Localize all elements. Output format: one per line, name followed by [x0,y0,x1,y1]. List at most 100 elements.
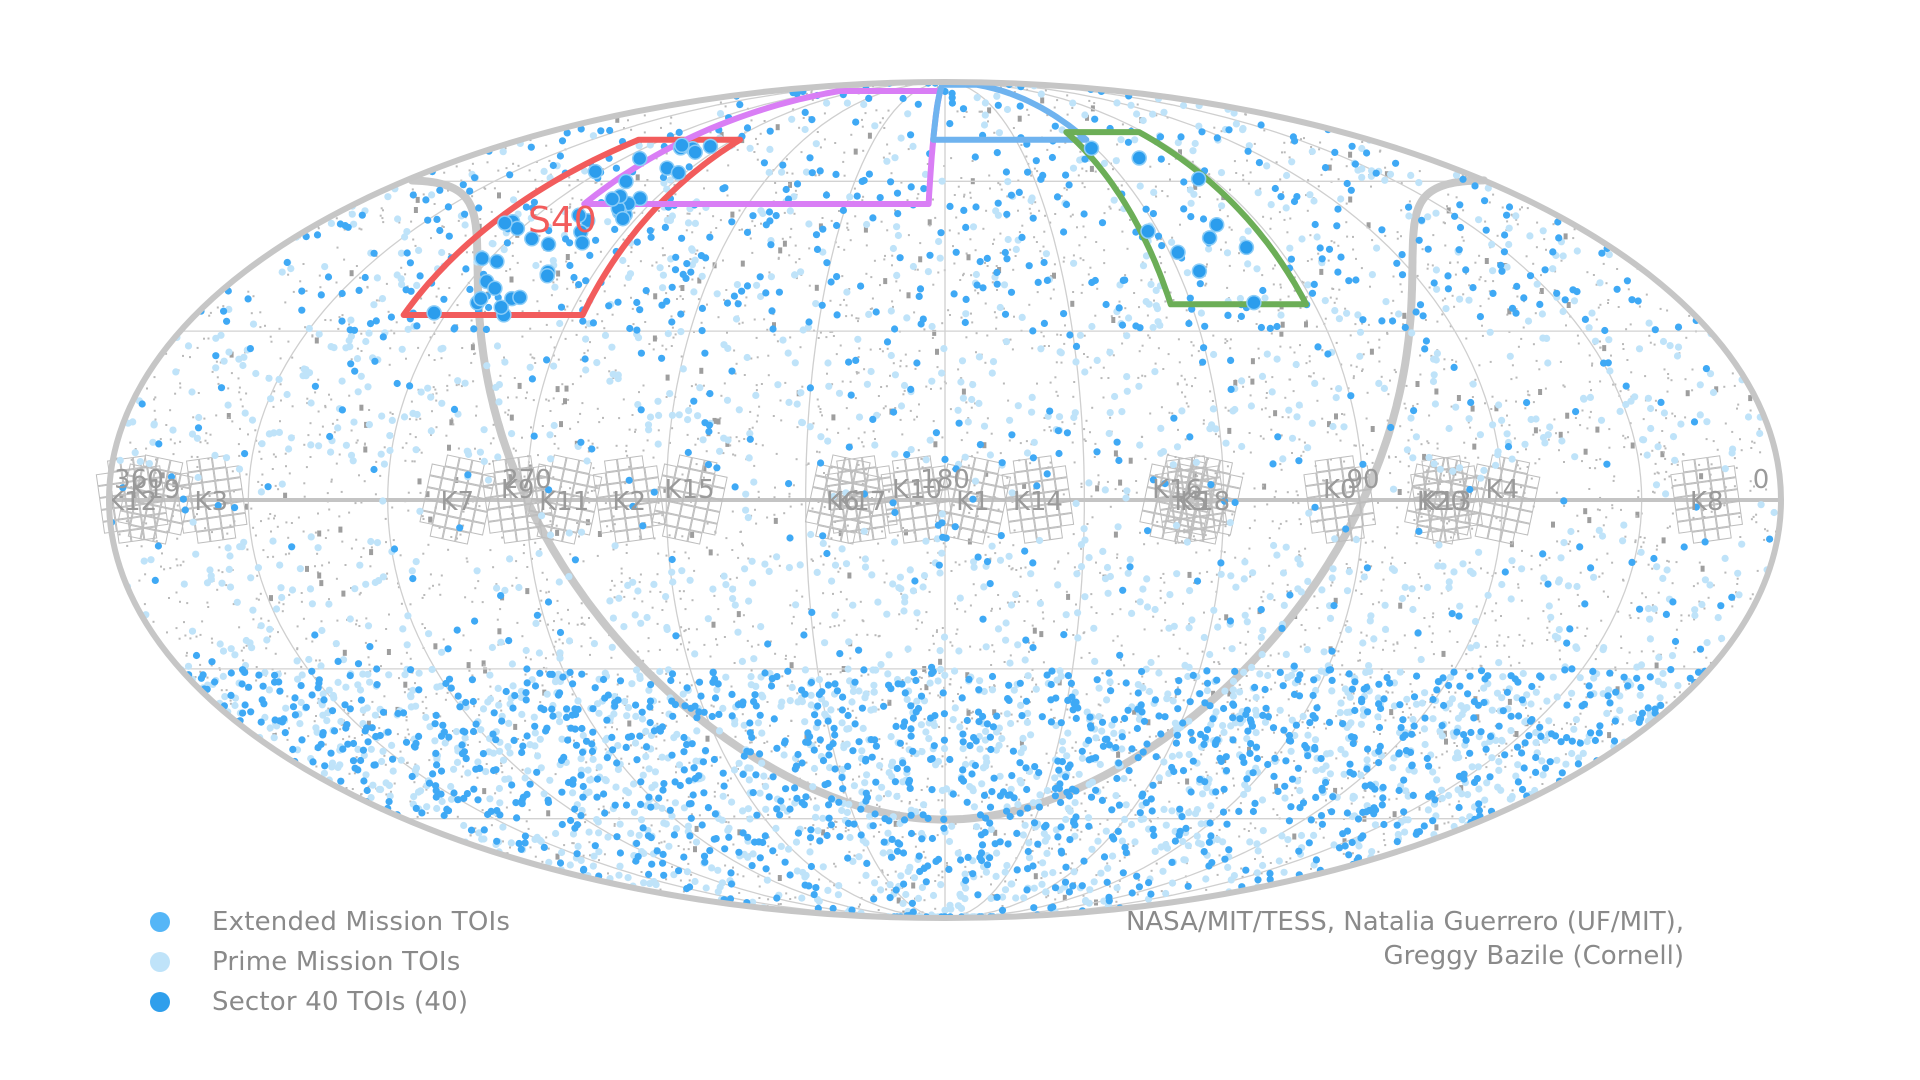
background-star [571,693,574,696]
background-star [733,815,736,818]
background-star [980,875,983,878]
background-star [1110,315,1113,318]
background-star [1013,315,1015,318]
background-star [740,260,745,267]
background-star [1410,428,1413,431]
background-star [1247,830,1250,832]
background-star [819,411,822,414]
background-star [1465,669,1468,672]
background-star [847,228,850,231]
background-star [918,349,921,352]
background-star [1211,690,1216,697]
background-star [858,347,861,350]
background-star [1339,673,1342,676]
background-star [775,124,780,131]
background-star [1072,291,1075,293]
background-star [1657,472,1660,475]
background-star [1321,349,1324,352]
background-star [610,656,613,659]
background-star [1484,258,1489,264]
background-star [613,584,616,587]
background-star [1215,573,1218,576]
background-star [468,169,471,172]
background-star [725,289,728,291]
background-star [1541,783,1544,785]
k2-ccd [444,454,460,469]
background-star [272,453,275,456]
background-star [1664,457,1667,460]
background-star [1563,461,1565,463]
background-star [954,561,957,564]
background-star [1293,760,1296,762]
background-star [829,626,832,629]
background-star [886,229,889,232]
background-star [1023,620,1026,622]
background-star [1588,380,1591,383]
background-star [759,132,762,135]
background-star [1342,838,1347,845]
background-star [716,643,719,646]
background-star [545,836,548,839]
background-star [798,126,801,129]
background-star [1598,575,1601,578]
background-star [1438,483,1441,485]
background-star [1087,273,1090,276]
background-star [1478,689,1480,692]
background-star [327,707,330,710]
background-star [397,582,399,585]
background-star [1288,378,1291,381]
background-star [755,442,758,445]
background-star [1224,406,1227,409]
background-star [435,426,438,429]
k2-ccd [202,480,217,495]
background-star [585,761,588,764]
background-star [883,258,886,261]
background-star [1418,806,1421,809]
background-star [860,674,863,677]
background-star [483,186,486,189]
background-star [1335,757,1338,760]
background-star [1621,723,1624,726]
k2-ccd [988,509,1004,524]
background-star [324,743,327,746]
background-star [1617,306,1620,308]
background-star [1278,211,1281,214]
background-star [1216,198,1219,201]
background-star [665,374,670,381]
background-star [160,565,162,568]
background-star [1635,560,1638,563]
background-star [679,681,681,684]
k2-ccd [924,502,939,517]
background-star [1644,375,1647,378]
background-star [857,463,860,466]
background-star [1588,467,1591,469]
background-star [1584,725,1587,728]
background-star [1417,493,1420,496]
background-star [907,234,910,237]
background-star [1538,685,1541,688]
k2-ccd [181,520,196,534]
background-star [872,835,875,838]
background-star [207,606,210,608]
background-star [1117,750,1120,753]
background-star [1306,209,1309,212]
k2-ccd [170,509,187,524]
background-star [328,393,330,396]
background-star [975,332,978,335]
background-star [1049,221,1052,224]
background-star [1171,412,1174,415]
background-star [1271,582,1274,585]
background-star [616,728,618,731]
background-star [665,292,668,295]
background-star [1302,281,1305,284]
background-star [355,441,358,444]
background-star [526,391,528,394]
background-star [1031,677,1034,680]
background-star [393,782,396,785]
background-star [1417,573,1420,576]
background-star [1361,368,1364,371]
k2-ccd [227,477,243,491]
background-star [1501,206,1504,209]
background-star [1095,612,1098,614]
background-star [1109,207,1112,210]
